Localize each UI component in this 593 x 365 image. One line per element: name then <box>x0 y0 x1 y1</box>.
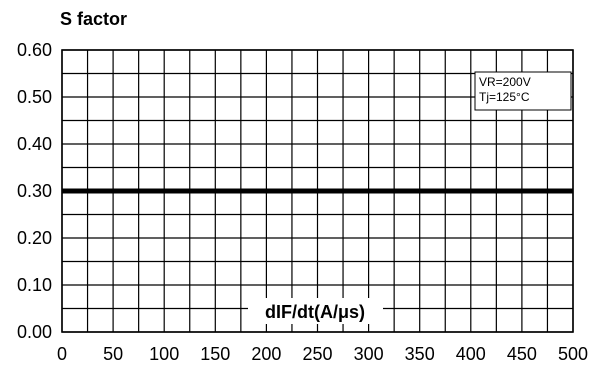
x-tick-label: 50 <box>103 344 123 364</box>
y-tick-label: 0.20 <box>17 228 52 248</box>
x-tick-label: 100 <box>149 344 179 364</box>
x-tick-label: 350 <box>405 344 435 364</box>
y-tick-label: 0.30 <box>17 181 52 201</box>
x-axis-label-group: dIF/dt(A/μs) <box>248 298 383 324</box>
x-tick-label: 500 <box>558 344 588 364</box>
y-tick-label: 0.50 <box>17 87 52 107</box>
y-tick-labels: 0.00 0.10 0.20 0.30 0.40 0.50 0.60 <box>17 40 52 342</box>
x-tick-label: 400 <box>456 344 486 364</box>
y-tick-label: 0.00 <box>17 322 52 342</box>
y-tick-label: 0.40 <box>17 134 52 154</box>
y-tick-label: 0.60 <box>17 40 52 60</box>
x-tick-label: 450 <box>507 344 537 364</box>
annotation-line: Tj=125°C <box>479 90 530 104</box>
x-axis-label: dIF/dt(A/μs) <box>265 302 365 322</box>
y-tick-label: 0.10 <box>17 275 52 295</box>
y-axis-label: S factor <box>60 9 127 29</box>
x-tick-label: 200 <box>251 344 281 364</box>
annotation-line: VR=200V <box>479 75 531 89</box>
x-tick-label: 0 <box>57 344 67 364</box>
x-tick-label: 300 <box>354 344 384 364</box>
x-tick-labels: 0 50 100 150 200 250 300 350 400 450 500 <box>57 344 588 364</box>
x-tick-label: 250 <box>302 344 332 364</box>
x-tick-label: 150 <box>200 344 230 364</box>
annotation-box <box>474 71 572 111</box>
x-axis-label-background <box>248 298 383 324</box>
